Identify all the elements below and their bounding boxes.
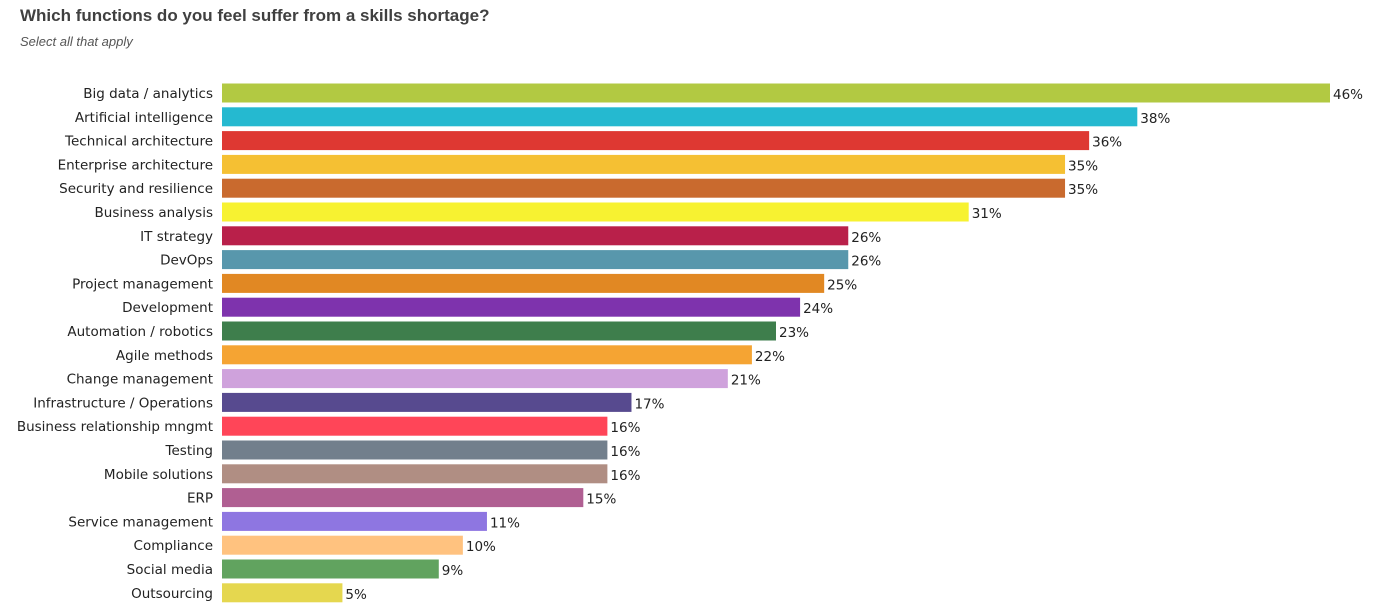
bar: [222, 202, 969, 222]
bar: [222, 273, 825, 293]
category-label: DevOps: [160, 253, 213, 269]
bar: [222, 488, 584, 508]
value-label: 31%: [972, 206, 1002, 222]
bar: [222, 297, 801, 317]
bar: [222, 226, 849, 246]
category-label: ERP: [187, 491, 213, 507]
bar: [222, 583, 343, 603]
value-label: 9%: [442, 563, 464, 579]
bar: [222, 440, 608, 460]
bar: [222, 464, 608, 484]
value-label: 46%: [1333, 87, 1363, 103]
category-label: Development: [122, 300, 213, 316]
category-label: Big data / analytics: [83, 86, 213, 102]
value-label: 22%: [755, 349, 785, 365]
category-label: Security and resilience: [59, 181, 213, 197]
bar: [222, 250, 849, 270]
category-label: Business analysis: [95, 205, 213, 221]
value-label: 5%: [345, 587, 367, 603]
value-label: 11%: [490, 515, 520, 531]
category-label: Infrastructure / Operations: [33, 395, 213, 411]
value-label: 36%: [1092, 135, 1122, 151]
value-label: 25%: [827, 277, 857, 293]
bar: [222, 345, 752, 365]
value-label: 17%: [634, 396, 664, 412]
bar: [222, 321, 776, 341]
value-label: 21%: [731, 373, 761, 389]
bar: [222, 392, 632, 412]
value-label: 16%: [610, 444, 640, 460]
value-label: 24%: [803, 301, 833, 317]
category-label: Social media: [127, 562, 213, 578]
category-label: Service management: [68, 514, 213, 530]
value-label: 35%: [1068, 158, 1098, 174]
bar: [222, 107, 1138, 127]
category-label: Project management: [72, 276, 213, 292]
category-label: Change management: [67, 372, 213, 388]
chart-subtitle: Select all that apply: [20, 34, 133, 49]
category-label: Automation / robotics: [67, 324, 213, 340]
bar: [222, 416, 608, 436]
category-label: Artificial intelligence: [75, 110, 213, 126]
bar: [222, 154, 1066, 174]
category-label: IT strategy: [140, 229, 213, 245]
value-label: 16%: [610, 468, 640, 484]
bar: [222, 535, 463, 555]
value-label: 26%: [851, 254, 881, 270]
category-label: Enterprise architecture: [58, 157, 213, 173]
category-label: Agile methods: [116, 348, 213, 364]
chart-title: Which functions do you feel suffer from …: [20, 6, 490, 25]
bar: [222, 178, 1066, 198]
value-label: 26%: [851, 230, 881, 246]
value-label: 10%: [466, 539, 496, 555]
category-label: Mobile solutions: [104, 467, 213, 483]
bar: [222, 369, 728, 389]
bar: [222, 511, 487, 531]
bar: [222, 83, 1330, 103]
category-label: Compliance: [134, 538, 213, 554]
category-label: Outsourcing: [131, 586, 213, 602]
value-label: 16%: [610, 420, 640, 436]
category-label: Testing: [165, 443, 213, 459]
value-label: 23%: [779, 325, 809, 341]
value-label: 35%: [1068, 182, 1098, 198]
value-label: 15%: [586, 492, 616, 508]
category-label: Technical architecture: [64, 134, 213, 150]
category-label: Business relationship mngmt: [17, 419, 213, 435]
bar: [222, 559, 439, 579]
bar: [222, 131, 1090, 151]
value-label: 38%: [1140, 111, 1170, 127]
